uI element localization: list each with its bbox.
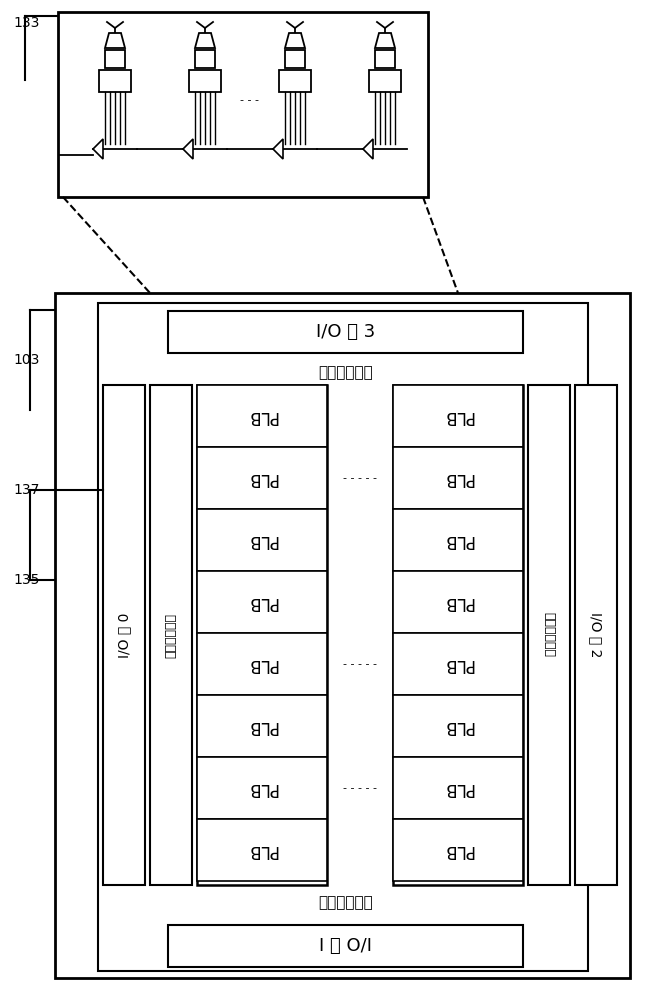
Text: PLB: PLB <box>247 717 278 735</box>
Polygon shape <box>375 33 395 48</box>
Bar <box>575 385 617 885</box>
Text: PLB: PLB <box>247 593 278 611</box>
Text: 133: 133 <box>13 16 39 30</box>
Text: I/O 排 3: I/O 排 3 <box>316 323 375 341</box>
Text: 可编程互连件: 可编程互连件 <box>318 365 373 380</box>
Text: 可编程互连件: 可编程互连件 <box>318 896 373 910</box>
Bar <box>197 385 327 447</box>
Bar <box>197 819 327 881</box>
Text: I/O 排 0: I/O 排 0 <box>117 612 131 658</box>
Text: 135: 135 <box>13 573 39 587</box>
Bar <box>393 757 523 819</box>
Text: - - -: - - - <box>241 95 259 105</box>
Bar <box>285 50 305 68</box>
Polygon shape <box>93 139 103 159</box>
Bar <box>375 50 395 68</box>
Text: PLB: PLB <box>247 841 278 859</box>
Bar <box>195 50 215 68</box>
Text: 137: 137 <box>13 483 39 497</box>
Bar <box>393 633 523 695</box>
Bar <box>197 447 327 509</box>
Polygon shape <box>105 33 125 48</box>
Text: 可编程互连件: 可编程互连件 <box>542 612 555 658</box>
Text: PLB: PLB <box>443 841 473 859</box>
Bar <box>393 509 523 571</box>
Text: PLB: PLB <box>443 531 473 549</box>
Bar <box>197 757 327 819</box>
Text: - - - - -: - - - - - <box>343 783 377 793</box>
Text: PLB: PLB <box>443 469 473 487</box>
Bar <box>197 385 327 885</box>
Text: I/O 排 2: I/O 排 2 <box>589 612 603 658</box>
Bar <box>197 695 327 757</box>
Bar <box>393 385 523 885</box>
Text: I 排 O/I: I 排 O/I <box>319 937 372 955</box>
Bar <box>98 303 588 971</box>
Text: PLB: PLB <box>247 779 278 797</box>
Polygon shape <box>273 139 283 159</box>
Bar <box>168 925 523 967</box>
Text: PLB: PLB <box>443 717 473 735</box>
Text: PLB: PLB <box>443 779 473 797</box>
Text: PLB: PLB <box>247 407 278 425</box>
Bar <box>279 70 311 92</box>
Bar <box>189 70 221 92</box>
Bar <box>99 70 131 92</box>
Bar <box>103 385 145 885</box>
Text: PLB: PLB <box>247 531 278 549</box>
Text: PLB: PLB <box>443 407 473 425</box>
Polygon shape <box>183 139 193 159</box>
Bar <box>150 385 192 885</box>
Bar <box>58 12 428 197</box>
Bar <box>369 70 401 92</box>
Bar <box>105 50 125 68</box>
Text: - - - - -: - - - - - <box>343 473 377 483</box>
Bar <box>393 447 523 509</box>
Polygon shape <box>363 139 373 159</box>
Bar <box>393 695 523 757</box>
Bar <box>197 571 327 633</box>
Text: PLB: PLB <box>247 655 278 673</box>
Bar <box>197 509 327 571</box>
Text: - - - - -: - - - - - <box>343 659 377 669</box>
Polygon shape <box>285 33 305 48</box>
Text: PLB: PLB <box>443 593 473 611</box>
Bar <box>55 293 630 978</box>
Text: PLB: PLB <box>443 655 473 673</box>
Bar <box>168 311 523 353</box>
Bar <box>528 385 570 885</box>
Polygon shape <box>195 33 215 48</box>
Bar <box>393 819 523 881</box>
Text: 103: 103 <box>13 353 39 367</box>
Text: PLB: PLB <box>247 469 278 487</box>
Bar <box>393 571 523 633</box>
Bar <box>393 385 523 447</box>
Text: 可编程互连件: 可编程互连件 <box>164 612 178 658</box>
Bar <box>197 633 327 695</box>
